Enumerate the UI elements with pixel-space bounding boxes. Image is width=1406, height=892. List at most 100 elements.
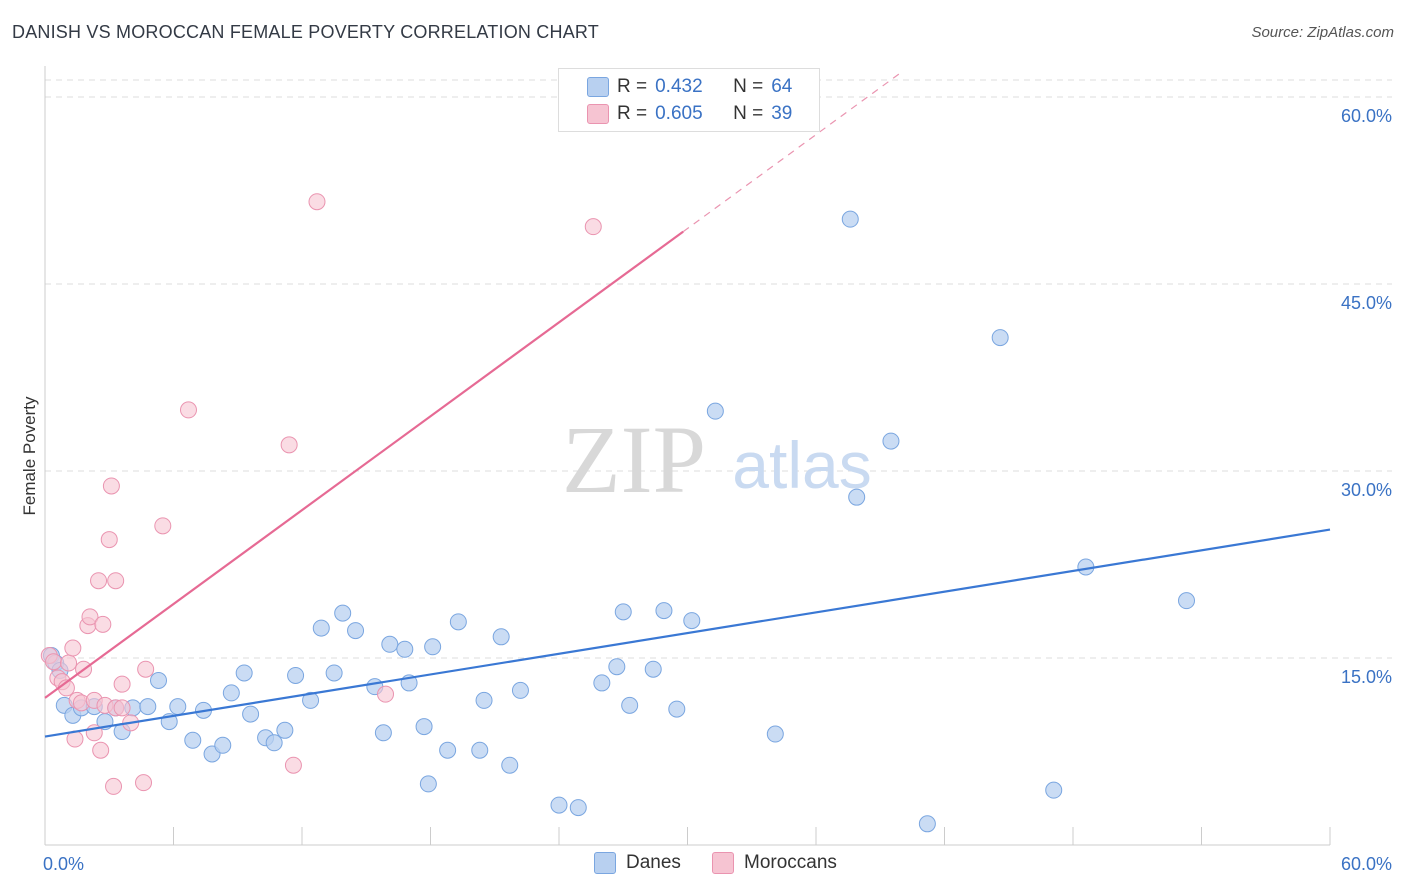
danes-n-label: N =	[733, 76, 764, 97]
moroccans-trend-line	[44, 230, 684, 699]
danes-point	[492, 628, 510, 646]
moroccans-trend-extension	[682, 71, 903, 233]
danes-point	[848, 488, 866, 506]
moroccans-point	[584, 218, 602, 236]
correlation-legend: R = 0.432 N = 64 R = 0.605 N = 39	[558, 68, 820, 132]
moroccans-legend-swatch	[712, 852, 734, 874]
danes-point	[569, 799, 587, 817]
danes-point	[1178, 592, 1196, 610]
danes-r-label: R =	[617, 76, 648, 97]
danes-trend-line	[44, 528, 1331, 738]
danes-point	[511, 681, 529, 699]
danes-n-value: 64	[771, 76, 793, 97]
danes-point	[184, 731, 202, 749]
danes-point	[593, 674, 611, 692]
danes-point	[312, 619, 330, 637]
danes-point	[668, 700, 686, 718]
danes-point	[139, 698, 157, 716]
danes-point	[608, 658, 626, 676]
y-tick-label: 15.0%	[1341, 667, 1392, 687]
moroccans-point	[284, 756, 302, 774]
danes-point	[235, 664, 253, 682]
moroccans-point	[107, 572, 125, 590]
danes-point	[918, 815, 936, 833]
danes-point	[396, 640, 414, 658]
moroccans-point	[45, 653, 63, 671]
danes-point	[334, 604, 352, 622]
danes-point	[381, 635, 399, 653]
moroccans-r-value: 0.605	[655, 103, 703, 124]
y-tick-label: 60.0%	[1341, 106, 1392, 126]
watermark: ZIP atlas	[562, 406, 872, 513]
danes-point	[550, 796, 568, 814]
danes-point	[475, 691, 493, 709]
danes-point	[471, 741, 489, 759]
danes-point	[242, 705, 260, 723]
x-tick-label-max: 60.0%	[1341, 854, 1392, 874]
legend-row-moroccans: R = 0.605 N = 39	[559, 102, 792, 126]
moroccans-point	[135, 774, 153, 792]
moroccans-point	[94, 615, 112, 633]
chart-title: DANISH VS MOROCCAN FEMALE POVERTY CORREL…	[12, 22, 599, 42]
moroccans-point	[92, 741, 110, 759]
moroccans-point	[377, 685, 395, 703]
danes-point	[276, 721, 294, 739]
y-tick-label: 45.0%	[1341, 293, 1392, 313]
watermark-zip: ZIP	[562, 406, 706, 513]
danes-point	[374, 724, 392, 742]
danes-point	[655, 602, 673, 620]
gridlines	[45, 79, 1392, 659]
danes-point	[439, 741, 457, 759]
moroccans-point	[113, 675, 131, 693]
danes-legend-swatch	[594, 852, 616, 874]
danes-swatch	[587, 77, 609, 97]
moroccans-point	[100, 531, 118, 549]
danes-point	[644, 660, 662, 678]
danes-point	[841, 210, 859, 228]
danes-point	[419, 775, 437, 793]
danes-points	[42, 210, 1196, 833]
moroccans-point	[179, 401, 197, 419]
danes-legend-label: Danes	[626, 852, 681, 873]
watermark-atlas: atlas	[732, 428, 871, 502]
moroccans-legend-label: Moroccans	[744, 852, 837, 873]
source-label: Source: ZipAtlas.com	[1251, 24, 1394, 41]
danes-point	[287, 666, 305, 684]
legend-row-danes: R = 0.432 N = 64	[559, 75, 792, 99]
moroccans-point	[81, 608, 99, 626]
moroccans-point	[154, 517, 172, 535]
danes-point	[501, 756, 519, 774]
moroccans-point	[280, 436, 298, 454]
moroccans-n-value: 39	[771, 103, 793, 124]
moroccans-point	[137, 660, 155, 678]
danes-point	[683, 612, 701, 630]
danes-point	[169, 698, 187, 716]
danes-point	[265, 734, 283, 752]
danes-point	[415, 718, 433, 736]
danes-point	[766, 725, 784, 743]
moroccans-point	[60, 654, 78, 672]
danes-point	[222, 684, 240, 702]
moroccans-point	[105, 777, 123, 795]
axes	[44, 66, 1331, 846]
moroccans-point	[102, 477, 120, 495]
moroccans-point	[64, 639, 82, 657]
danes-point	[614, 603, 632, 621]
moroccans-swatch	[587, 104, 609, 124]
danes-point	[424, 638, 442, 656]
y-tick-label: 30.0%	[1341, 480, 1392, 500]
legend-item-moroccans[interactable]: Moroccans	[712, 852, 837, 874]
x-tick-label-min: 0.0%	[43, 854, 84, 874]
moroccans-point	[308, 193, 326, 211]
moroccans-point	[113, 699, 131, 717]
danes-point	[882, 432, 900, 450]
legend-item-danes[interactable]: Danes	[594, 852, 681, 874]
danes-point	[347, 622, 365, 640]
moroccans-r-label: R =	[617, 103, 648, 124]
moroccans-point	[90, 572, 108, 590]
moroccans-points	[40, 193, 602, 795]
danes-r-value: 0.432	[655, 76, 703, 97]
danes-point	[706, 402, 724, 420]
danes-point	[150, 671, 168, 689]
